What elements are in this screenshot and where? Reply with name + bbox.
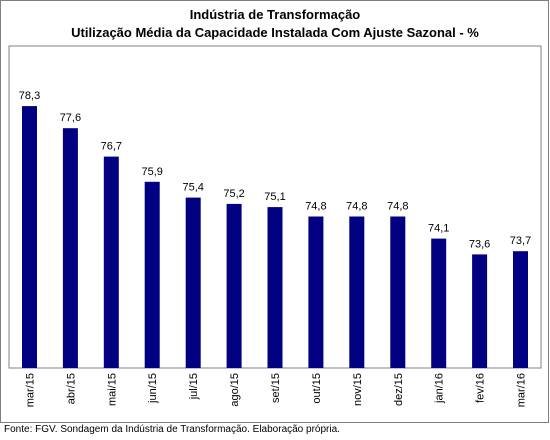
- x-tick-label: nov/15: [352, 373, 364, 406]
- x-tick-label: mai/15: [106, 373, 118, 406]
- x-tick-label: ago/15: [229, 373, 241, 407]
- chart-subtitle: Utilização Média da Capacidade Instalada…: [71, 25, 479, 40]
- bar: [226, 203, 242, 368]
- data-label: 73,6: [469, 238, 490, 250]
- x-tick-label: dez/15: [393, 373, 405, 406]
- bar: [22, 106, 37, 368]
- data-label: 73,7: [510, 235, 531, 247]
- data-label: 75,9: [141, 166, 162, 178]
- bars-group: [22, 106, 528, 368]
- bar: [349, 216, 365, 368]
- x-tick-label: jul/15: [188, 373, 200, 400]
- x-tick-label: fev/16: [475, 373, 487, 403]
- bar: [103, 156, 119, 368]
- x-tick-label: jun/15: [147, 373, 159, 404]
- value-labels-group: 78,3 77,6 76,7 75,9 75,4 75,2 75,1 74,8 74,8 74,8…: [19, 90, 531, 250]
- x-tick-label: abr/15: [65, 373, 77, 404]
- data-label: 76,7: [101, 141, 122, 153]
- data-label: 78,3: [19, 90, 40, 102]
- x-tick-label: out/15: [311, 373, 323, 404]
- bar: [472, 254, 488, 368]
- bar: [390, 216, 406, 368]
- data-label: 74,8: [387, 201, 408, 213]
- bar: [185, 197, 201, 368]
- data-label: 75,4: [182, 182, 203, 194]
- x-tick-label: jan/16: [434, 373, 446, 404]
- data-label: 74,8: [346, 201, 367, 213]
- bar: [513, 251, 528, 368]
- bar: [144, 181, 160, 368]
- data-label: 74,1: [428, 223, 449, 235]
- data-label: 75,2: [223, 188, 244, 200]
- x-tick-label: mar/15: [25, 373, 37, 407]
- bar: [267, 207, 283, 368]
- x-tick-label: mar/16: [516, 373, 528, 407]
- x-tick-labels-group: mar/15 abr/15 mai/15 jun/15 jul/15 ago/15 set/…: [25, 373, 528, 407]
- data-label: 75,1: [264, 191, 285, 203]
- chart-title: Indústria de Transformação: [189, 7, 361, 22]
- source-note: Fonte: FGV. Sondagem da Indústria de Tra…: [4, 424, 340, 435]
- bar: [62, 128, 78, 368]
- bar: [308, 216, 324, 368]
- bar: [431, 238, 447, 368]
- bar-chart: 78,3 77,6 76,7 75,9 75,4 75,2 75,1 74,8 74,8 74,8…: [8, 45, 542, 407]
- data-label: 74,8: [305, 201, 326, 213]
- x-tick-label: set/15: [270, 373, 282, 403]
- data-label: 77,6: [60, 112, 81, 124]
